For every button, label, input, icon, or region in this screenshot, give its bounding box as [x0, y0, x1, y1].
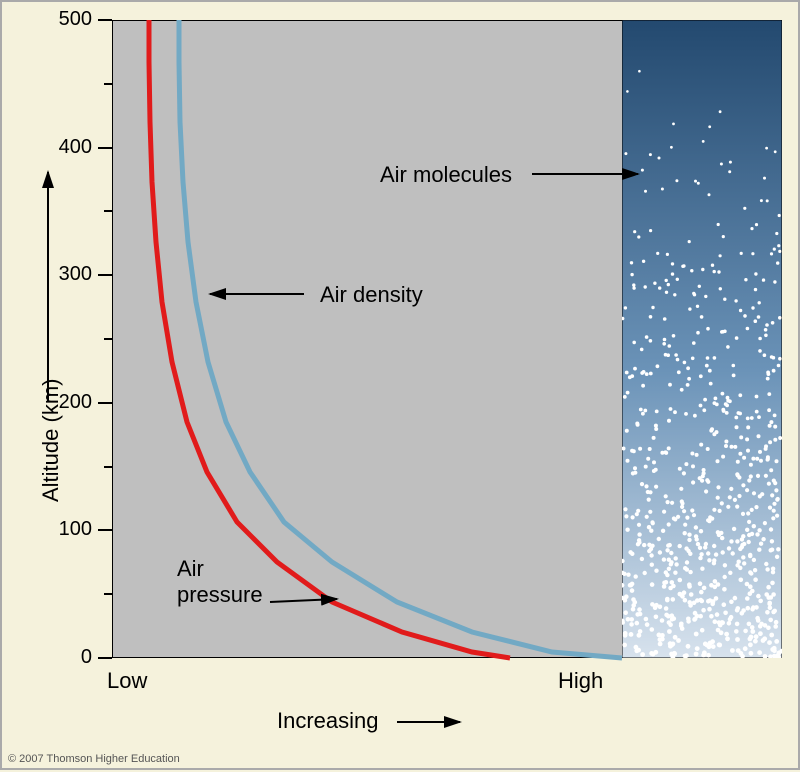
- y-tick-label: 300: [46, 263, 92, 286]
- y-tick-label: 0: [46, 646, 92, 669]
- figure-frame: 0100200300400500 Altitude (km) Low High …: [0, 0, 800, 770]
- y-tick: [98, 274, 112, 276]
- y-axis-title: Altitude (km): [38, 379, 64, 502]
- y-tick: [98, 147, 112, 149]
- y-tick-label: 500: [46, 8, 92, 31]
- label-air-molecules: Air molecules: [380, 162, 512, 188]
- y-minor-tick: [104, 83, 112, 85]
- curves-layer: [2, 2, 800, 772]
- copyright-text: © 2007 Thomson Higher Education: [8, 753, 180, 765]
- label-air-density: Air density: [320, 282, 423, 308]
- y-tick: [98, 402, 112, 404]
- y-tick-label: 400: [46, 136, 92, 159]
- y-tick: [98, 19, 112, 21]
- y-minor-tick: [104, 210, 112, 212]
- x-axis-title: Increasing: [277, 708, 379, 734]
- y-minor-tick: [104, 466, 112, 468]
- y-tick: [98, 657, 112, 659]
- y-tick-label: 100: [46, 518, 92, 541]
- y-minor-tick: [104, 593, 112, 595]
- y-tick: [98, 529, 112, 531]
- label-air-pressure: Air pressure: [177, 556, 263, 608]
- y-minor-tick: [104, 338, 112, 340]
- x-low-label: Low: [107, 668, 147, 694]
- x-high-label: High: [558, 668, 603, 694]
